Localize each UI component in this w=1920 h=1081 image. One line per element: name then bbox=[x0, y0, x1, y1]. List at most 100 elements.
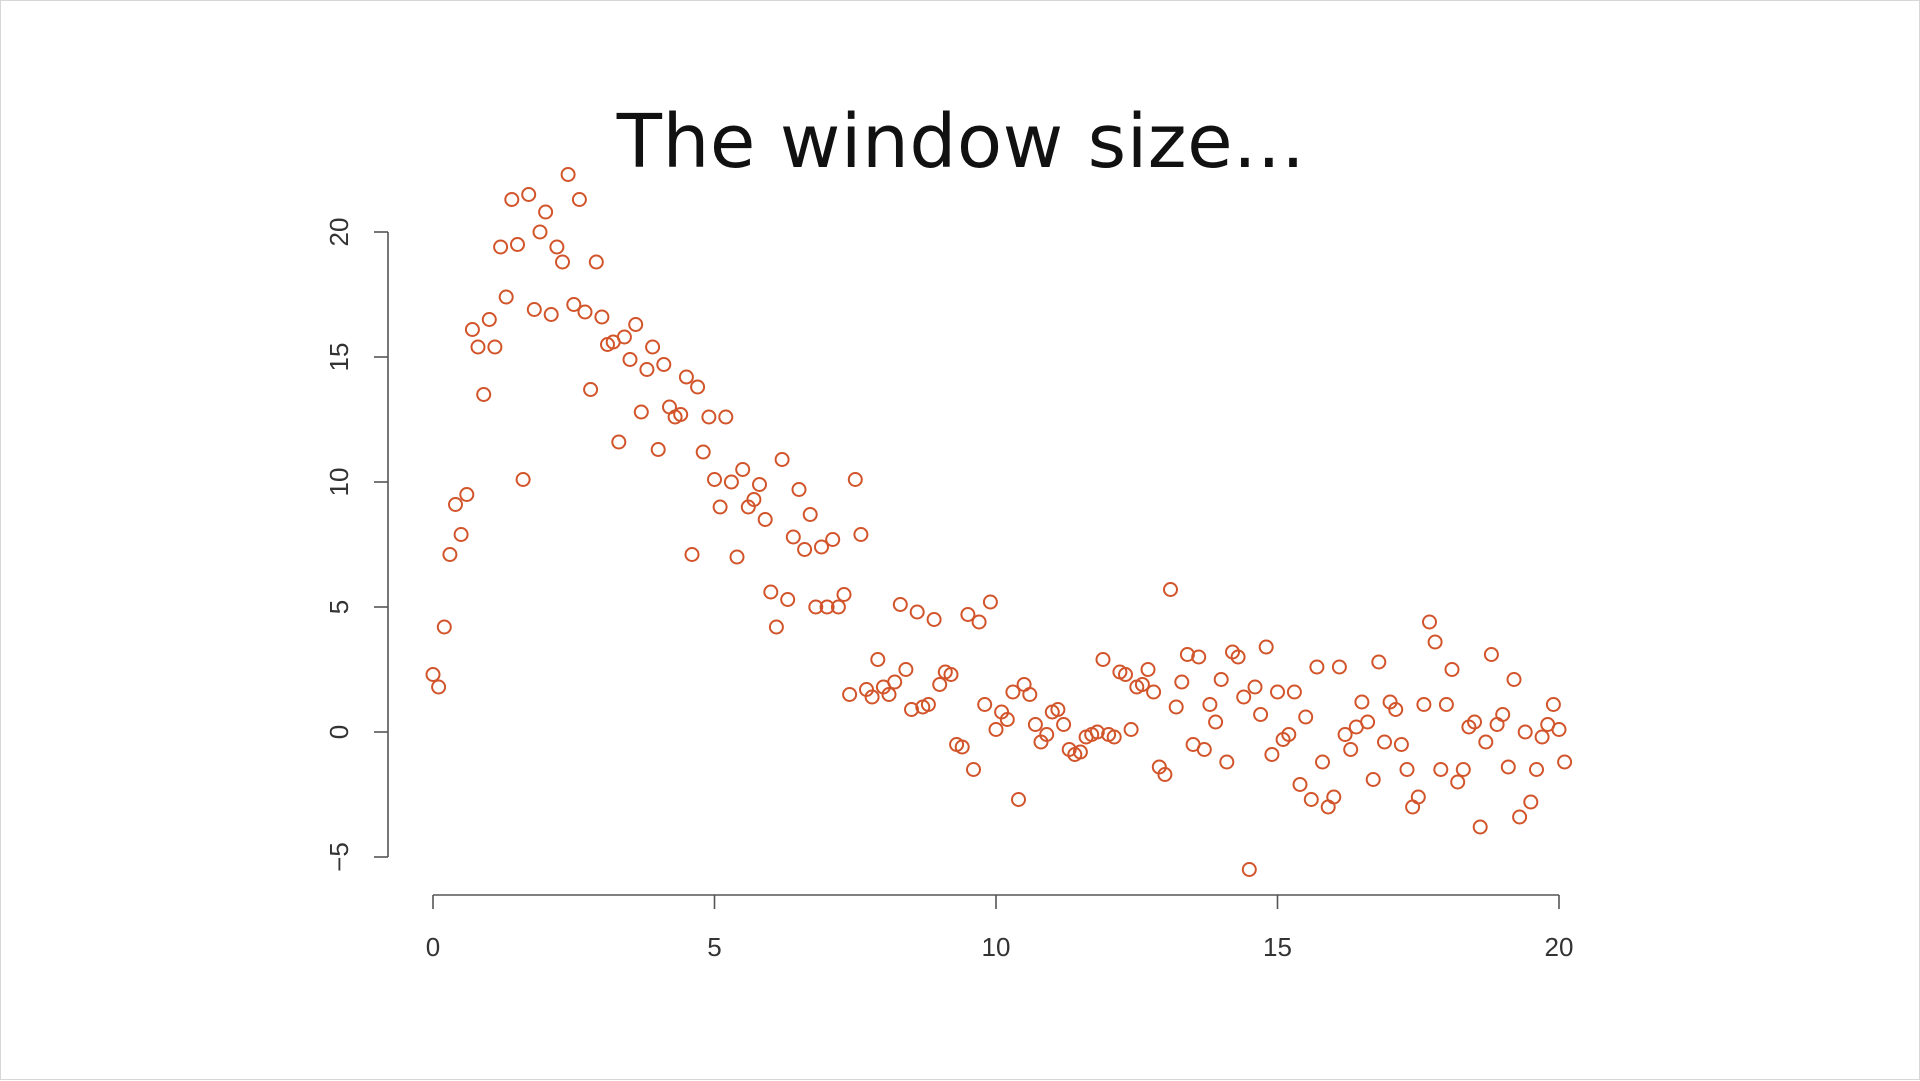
data-point bbox=[504, 192, 520, 207]
data-point bbox=[1253, 707, 1269, 722]
data-point bbox=[1517, 724, 1533, 740]
data-point bbox=[526, 302, 542, 317]
data-point bbox=[448, 497, 463, 512]
data-point bbox=[656, 357, 672, 372]
data-point bbox=[808, 599, 824, 615]
data-point bbox=[1354, 694, 1370, 710]
data-point bbox=[464, 322, 480, 337]
data-point bbox=[1534, 729, 1550, 745]
x-tick-label: 10 bbox=[982, 932, 1011, 962]
data-point bbox=[1393, 737, 1409, 752]
data-point bbox=[1123, 722, 1139, 737]
data-point bbox=[487, 339, 503, 355]
data-point bbox=[1286, 684, 1302, 700]
data-point bbox=[1399, 762, 1415, 777]
data-point bbox=[1360, 714, 1376, 730]
data-point bbox=[1219, 754, 1235, 770]
data-point bbox=[616, 329, 632, 345]
data-point bbox=[521, 187, 537, 202]
data-point bbox=[1467, 714, 1482, 730]
data-point bbox=[628, 317, 644, 332]
data-point bbox=[920, 697, 936, 712]
x-tick-label: 0 bbox=[426, 932, 440, 962]
data-point bbox=[954, 739, 970, 755]
data-point bbox=[1298, 709, 1314, 725]
data-point bbox=[498, 289, 514, 305]
data-point bbox=[633, 404, 649, 420]
data-point bbox=[436, 619, 452, 635]
data-point bbox=[510, 237, 525, 252]
data-point bbox=[830, 599, 846, 615]
data-point bbox=[723, 474, 739, 490]
data-point bbox=[864, 689, 880, 705]
data-point bbox=[763, 584, 779, 600]
data-point bbox=[1140, 662, 1156, 677]
points-layer bbox=[425, 167, 1573, 877]
data-point bbox=[1309, 659, 1325, 675]
data-point bbox=[988, 722, 1004, 737]
y-tick-label: −5 bbox=[324, 842, 354, 872]
data-point bbox=[515, 472, 531, 487]
data-point bbox=[1438, 697, 1454, 712]
data-point bbox=[1179, 647, 1195, 662]
data-point bbox=[543, 307, 559, 322]
data-point bbox=[1365, 772, 1381, 787]
data-point bbox=[639, 362, 655, 377]
data-point bbox=[1495, 707, 1511, 722]
data-point bbox=[1377, 734, 1392, 750]
data-point bbox=[476, 387, 492, 402]
data-point bbox=[757, 512, 773, 527]
data-point bbox=[1292, 777, 1308, 792]
data-point bbox=[684, 547, 700, 562]
data-point bbox=[825, 532, 841, 547]
data-point bbox=[1388, 702, 1404, 717]
data-point bbox=[1247, 679, 1263, 695]
data-point bbox=[768, 619, 784, 635]
data-point bbox=[1270, 684, 1285, 700]
data-point bbox=[752, 477, 767, 492]
data-point bbox=[1455, 762, 1471, 777]
data-point bbox=[1241, 862, 1257, 877]
data-point bbox=[1005, 684, 1021, 700]
data-point bbox=[814, 539, 829, 555]
data-point bbox=[943, 667, 959, 682]
data-point bbox=[1157, 767, 1173, 782]
data-point bbox=[431, 679, 447, 695]
data-point bbox=[892, 597, 908, 612]
data-point bbox=[712, 499, 728, 515]
data-point bbox=[1545, 697, 1561, 712]
data-point bbox=[1050, 702, 1066, 717]
data-point bbox=[695, 444, 711, 460]
data-point bbox=[1011, 792, 1026, 807]
data-point bbox=[532, 224, 548, 240]
data-point bbox=[853, 527, 869, 542]
y-tick-label: 10 bbox=[324, 468, 354, 497]
data-point bbox=[453, 527, 469, 542]
x-axis: 0 5 10 15 20 bbox=[426, 894, 1573, 962]
data-point bbox=[791, 482, 807, 497]
data-point bbox=[673, 407, 689, 422]
data-point bbox=[1478, 734, 1494, 750]
data-point bbox=[1022, 687, 1038, 702]
data-point bbox=[701, 409, 717, 425]
data-point bbox=[1230, 649, 1246, 665]
data-point bbox=[690, 379, 706, 395]
data-point bbox=[1433, 762, 1449, 777]
data-point bbox=[1500, 759, 1516, 775]
data-point bbox=[836, 587, 852, 602]
data-point bbox=[718, 409, 734, 425]
data-point bbox=[678, 369, 694, 385]
data-point bbox=[650, 442, 666, 457]
data-point bbox=[1551, 722, 1567, 737]
data-point bbox=[1315, 754, 1330, 770]
data-point bbox=[549, 239, 565, 255]
data-point bbox=[904, 702, 919, 717]
data-point bbox=[1039, 727, 1055, 742]
chart-title: The window size... bbox=[616, 99, 1306, 185]
data-point bbox=[842, 687, 858, 702]
data-point bbox=[881, 687, 897, 702]
data-point bbox=[577, 304, 593, 320]
data-point bbox=[982, 594, 998, 610]
data-point bbox=[1264, 747, 1280, 762]
